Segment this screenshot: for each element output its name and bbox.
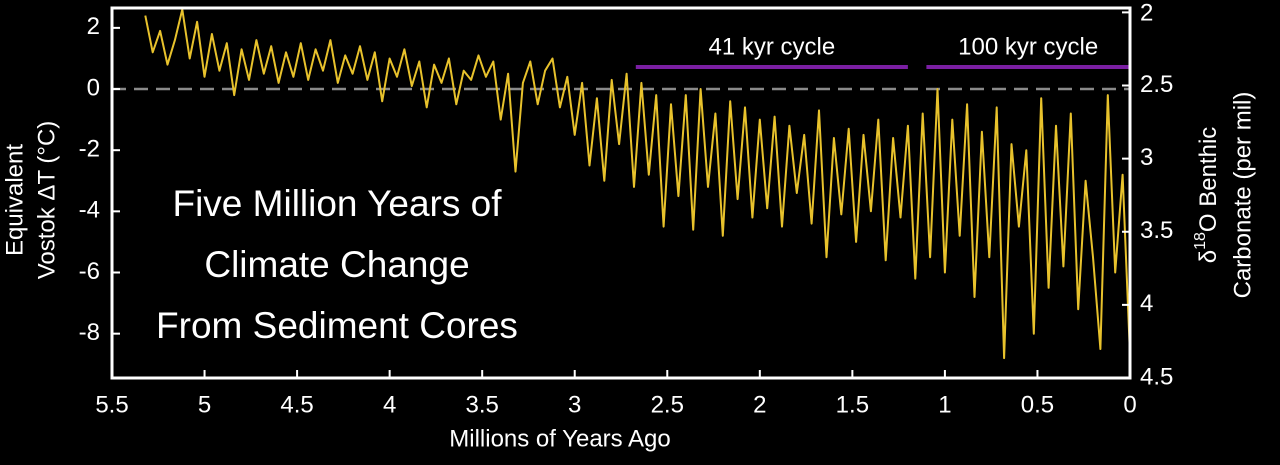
x-tick-label: 4 [383,391,396,418]
y-tick-label: -2 [79,136,100,163]
y-axis-label: Vostok ΔT (°C) [33,121,60,280]
y2-tick-label: 3.5 [1140,217,1173,244]
x-tick-label: 2.5 [651,391,684,418]
y-tick-label: 0 [87,74,100,101]
annotation-label: 100 kyr cycle [958,33,1098,60]
y2-label-part: δ [1195,250,1222,263]
y2-axis-label: Carbonate (per mil) [1229,92,1256,299]
plot-frame [110,6,1132,380]
x-tick-label: 1 [938,391,951,418]
x-tick-label: 3.5 [465,391,498,418]
x-tick-label: 0.5 [1021,391,1054,418]
y-tick-label: 2 [87,13,100,40]
chart-title: From Sediment Cores [156,305,518,346]
y2-tick-label: 3 [1140,144,1153,171]
x-tick-label: 3 [568,391,581,418]
y-axis-label: Equivalent [1,144,28,256]
chart-title: Five Million Years of [172,183,502,224]
data-line [144,8,1131,360]
y2-tick-label: 4 [1140,290,1153,317]
y2-axis-label: δ18O Benthic [1192,127,1222,264]
y-tick-label: -8 [79,319,100,346]
x-axis-label: Millions of Years Ago [449,425,670,452]
x-tick-label: 5.5 [95,391,128,418]
x-tick-label: 4.5 [280,391,313,418]
x-tick-label: 2 [753,391,766,418]
y2-tick-label: 4.5 [1140,363,1173,390]
y2-label-part: O Benthic [1195,127,1222,232]
x-tick-label: 0 [1123,391,1136,418]
y2-tick-label: 2 [1140,0,1153,26]
y2-label-sup: 18 [1192,232,1209,250]
annotation-label: 41 kyr cycle [708,33,835,60]
y-tick-label: -4 [79,197,100,224]
x-tick-label: 5 [198,391,211,418]
y2-tick-label: 2.5 [1140,71,1173,98]
chart-title: Climate Change [204,244,469,285]
y-tick-label: -6 [79,258,100,285]
x-tick-label: 1.5 [836,391,869,418]
